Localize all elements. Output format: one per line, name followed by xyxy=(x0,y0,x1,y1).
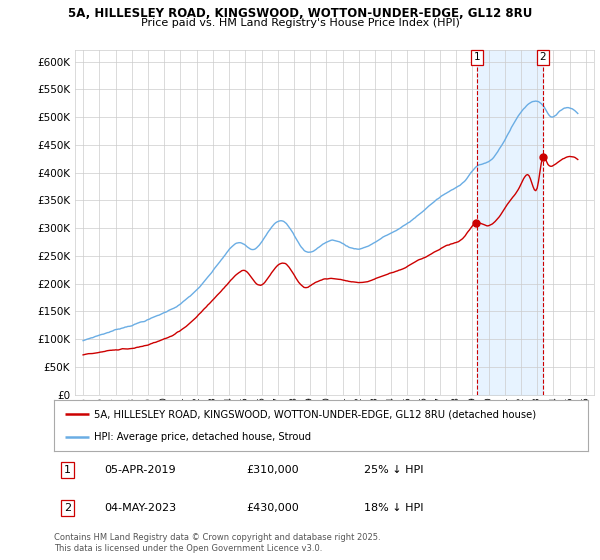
Text: 25% ↓ HPI: 25% ↓ HPI xyxy=(364,465,423,475)
Text: 5A, HILLESLEY ROAD, KINGSWOOD, WOTTON-UNDER-EDGE, GL12 8RU (detached house): 5A, HILLESLEY ROAD, KINGSWOOD, WOTTON-UN… xyxy=(94,409,536,419)
Text: Price paid vs. HM Land Registry's House Price Index (HPI): Price paid vs. HM Land Registry's House … xyxy=(140,18,460,29)
Text: 2: 2 xyxy=(64,503,71,513)
Text: £310,000: £310,000 xyxy=(246,465,299,475)
Text: Contains HM Land Registry data © Crown copyright and database right 2025.
This d: Contains HM Land Registry data © Crown c… xyxy=(54,533,380,553)
Text: HPI: Average price, detached house, Stroud: HPI: Average price, detached house, Stro… xyxy=(94,432,311,442)
Text: 5A, HILLESLEY ROAD, KINGSWOOD, WOTTON-UNDER-EDGE, GL12 8RU: 5A, HILLESLEY ROAD, KINGSWOOD, WOTTON-UN… xyxy=(68,7,532,20)
Text: 05-APR-2019: 05-APR-2019 xyxy=(105,465,176,475)
Text: 04-MAY-2023: 04-MAY-2023 xyxy=(105,503,177,513)
Text: 1: 1 xyxy=(64,465,71,475)
Text: 1: 1 xyxy=(473,52,480,62)
Text: £430,000: £430,000 xyxy=(246,503,299,513)
Text: 2: 2 xyxy=(539,52,546,62)
Text: 18% ↓ HPI: 18% ↓ HPI xyxy=(364,503,423,513)
